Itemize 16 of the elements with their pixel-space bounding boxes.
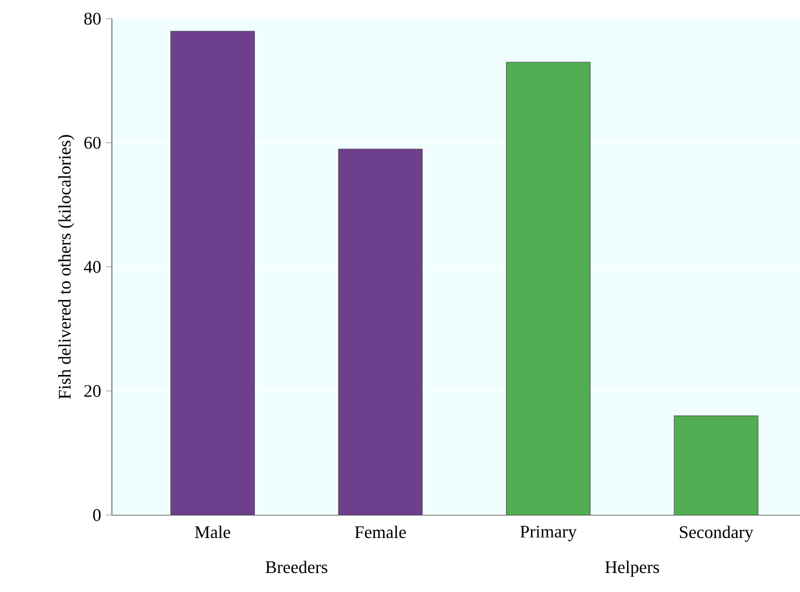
x-tick-label: Primary: [520, 526, 577, 542]
x-tick-label: Female: [354, 526, 406, 538]
x-tick-label: Secondary: [680, 526, 754, 542]
text: Helpers: [605, 560, 660, 577]
bar: [506, 62, 590, 516]
y-tick-label: 20: [84, 385, 101, 398]
text: Breeders: [266, 560, 328, 574]
y-tick-label: 80: [84, 12, 101, 25]
x-tick-label: Male: [194, 526, 230, 538]
y-tick-label: 60: [84, 136, 101, 149]
bar: [338, 148, 423, 516]
y-axis-title: Fish delivered to others (kilocalories): [58, 135, 74, 400]
bar: [674, 416, 758, 516]
y-tick-label: 0: [93, 509, 101, 522]
y-tick-label: 40: [84, 261, 101, 273]
bar: [170, 30, 255, 516]
